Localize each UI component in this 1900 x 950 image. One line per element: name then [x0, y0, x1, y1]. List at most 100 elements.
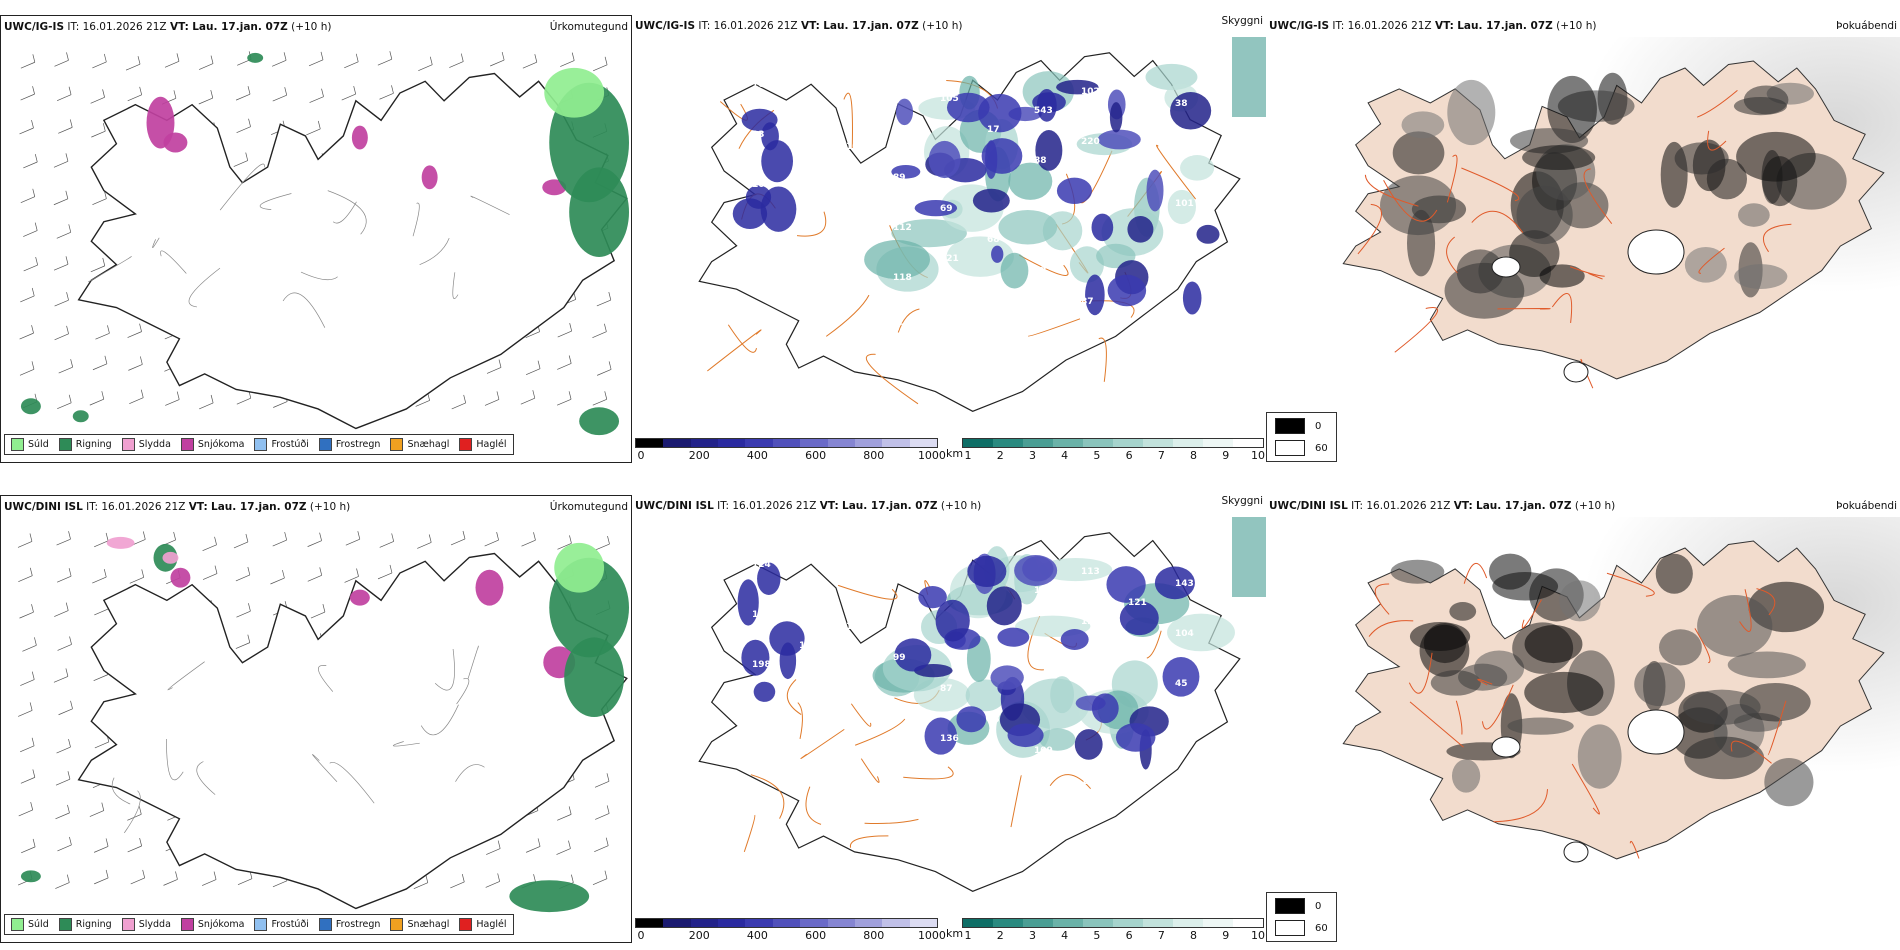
cloud-base-colorbar: m02004006008001000	[635, 438, 946, 462]
colorbar-tick-label: 1	[964, 449, 972, 462]
legend-label: Slydda	[138, 439, 171, 450]
legend-label: Súld	[28, 919, 49, 930]
legend-item: Frostregn	[318, 438, 380, 451]
colorbar-tick-label: 9	[1222, 449, 1230, 462]
cloud-base-label: 198	[752, 660, 771, 670]
cloud-base-label: 155	[940, 304, 959, 314]
colorbar-tick-label: 1	[964, 929, 972, 942]
colorbar-ticks: 0 200 400 600 800 1000	[635, 928, 946, 942]
fog-key-swatch	[1275, 898, 1305, 914]
cloud-base-label: 38	[1175, 99, 1188, 109]
precip-map[interactable]	[1, 38, 631, 462]
panel-title: Úrkomutegund	[549, 21, 628, 33]
colorbar-tick-label: 4	[1061, 929, 1069, 942]
colorbar-strip	[962, 438, 1264, 448]
legend-item: Haglél	[459, 438, 507, 451]
legend-item: Rigning	[58, 438, 112, 451]
colorbar-bin	[1233, 919, 1263, 927]
cloud-base-label: 90	[987, 335, 1000, 345]
cloud-base-label: 100	[846, 142, 865, 152]
colorbar-bin	[1203, 439, 1233, 447]
colorbar-bin	[854, 919, 883, 927]
colorbar-bin	[636, 439, 664, 447]
precip-legend: Súld Rigning Slydda Snjókoma Frostúði Frostre…	[4, 434, 514, 455]
colorbar-bin	[1173, 919, 1203, 927]
colorbar-tick-label: 9	[1222, 929, 1230, 942]
colorbar-bin	[1173, 439, 1203, 447]
cloud-base-label: 136	[940, 734, 959, 744]
legend-label: Frostregn	[335, 919, 381, 930]
cloud-base-label: 87	[940, 684, 953, 694]
cloud-base-label: 68	[987, 235, 1000, 245]
cloud-base-label: 118	[799, 211, 818, 221]
colorbar-tick-label: 1000	[917, 449, 946, 462]
colorbar-tick-label: 6	[1125, 449, 1133, 462]
legend-label: Snjókoma	[197, 439, 245, 450]
colorbar-tick-label: 400	[746, 449, 768, 462]
colorbar-tick-label: 5	[1093, 929, 1101, 942]
colorbar-tick-label: 0	[637, 449, 645, 462]
legend-item: Súld	[11, 438, 49, 451]
colorbar-tick-label: 3	[1028, 929, 1036, 942]
visibility-colorbar: km 1 2 3 4 5 6 7 8 9 10	[946, 918, 1265, 942]
fog-map[interactable]	[1266, 37, 1900, 463]
colorbar-strip	[962, 918, 1264, 928]
colorbar-tick-label: 800	[863, 449, 885, 462]
colorbar-unit: km	[946, 447, 964, 460]
fog-key: 0 60	[1266, 412, 1337, 462]
cloud-base-label: 101	[752, 80, 771, 90]
legend-item: Rigning	[58, 918, 112, 931]
legend-item: Snæhagl	[390, 918, 449, 931]
cloud-base-label: 124	[799, 691, 818, 701]
cloud-base-label: 168	[846, 722, 865, 732]
fog-key-item: 0	[1275, 898, 1328, 914]
precip-map[interactable]	[1, 518, 631, 942]
panel-title: Skyggni	[1221, 15, 1264, 27]
cloud-base-label: 118	[893, 323, 912, 333]
colorbar-bin	[772, 439, 801, 447]
legend-label: Snæhagl	[407, 439, 450, 450]
visibility-map[interactable]: 124 37 121 99 87 36 109 135 87 143 138 119 112 21 136 1…	[632, 517, 1266, 911]
cloud-base-label: 220	[1081, 137, 1100, 147]
legend-label: Rigning	[75, 439, 112, 450]
cloud-base-label: 112	[1128, 168, 1147, 178]
legend-swatch	[459, 438, 473, 451]
cloud-base-label: 119	[799, 641, 818, 651]
panel-header: UWC/IG-IS IT: 16.01.2026 21Z VT: Lau. 17…	[1, 16, 631, 38]
visibility-panel-row1: UWC/IG-IS IT: 16.01.2026 21Z VT: Lau. 17…	[632, 15, 1266, 463]
cloud-base-label: 112	[1128, 648, 1147, 658]
cloud-base-label: 21	[893, 703, 906, 713]
cloud-base-label: 121	[940, 254, 959, 264]
colorbar-bin	[690, 919, 719, 927]
colorbar-bin	[718, 439, 746, 447]
visibility-map[interactable]: 101 160 100 89 69 68 82 87 118 38 93 96 77 112 121 108 1…	[632, 37, 1266, 431]
colorbar-tick-label: 7	[1157, 449, 1165, 462]
legend-swatch	[58, 918, 72, 931]
fog-map[interactable]	[1266, 517, 1900, 943]
cloud-base-label: 99	[893, 653, 906, 663]
cloud-base-label: 131	[987, 765, 1006, 775]
cloud-base-label: 36	[987, 715, 1000, 725]
cloud-base-label: 113	[1081, 567, 1100, 577]
cloud-base-label: 108	[1034, 796, 1053, 806]
legend-label: Súld	[28, 439, 49, 450]
colorbar-bin	[718, 919, 746, 927]
fog-key-item: 60	[1275, 440, 1328, 456]
panel-header: UWC/DINI ISL IT: 16.01.2026 21Z VT: Lau.…	[632, 495, 1266, 517]
cloud-base-label: 112	[893, 223, 912, 233]
cloud-base-label: 159	[940, 784, 959, 794]
legend-swatch	[58, 438, 72, 451]
colorbar-tick-label: 5	[1093, 449, 1101, 462]
colorbar-bin	[663, 919, 691, 927]
panel-header: UWC/DINI ISL IT: 16.01.2026 21Z VT: Lau.…	[1266, 495, 1900, 517]
cloud-base-label: 799	[987, 815, 1006, 825]
fog-key-item: 0	[1275, 418, 1328, 434]
legend-item: Slydda	[121, 918, 171, 931]
colorbar-bin	[963, 919, 993, 927]
cloud-base-label: 124	[752, 560, 771, 570]
colorbar-tick-label: 8	[1190, 449, 1198, 462]
cloud-base-label: 91	[752, 230, 765, 240]
cloud-base-label: 109	[1034, 746, 1053, 756]
panel-title: Úrkomutegund	[549, 501, 628, 513]
colorbar-bin	[1143, 439, 1173, 447]
